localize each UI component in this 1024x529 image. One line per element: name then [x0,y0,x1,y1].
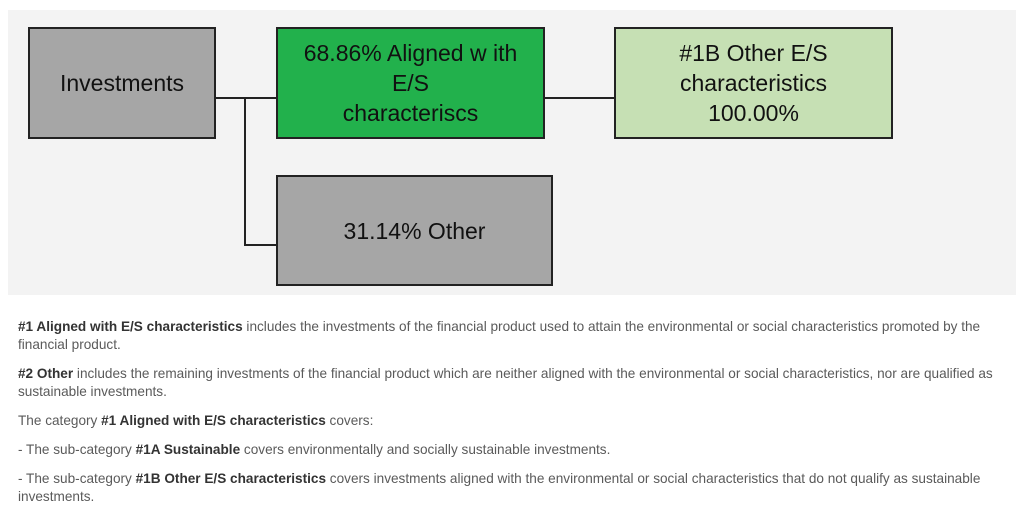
bold-text: #1B Other E/S characteristics [135,471,327,486]
connector [244,244,276,246]
node-label: characteriscs [342,100,479,126]
node-label: Investments [60,70,184,96]
bold-text: #1 Aligned with E/S characteristics [18,319,243,334]
text: includes the investments of the financia… [18,319,981,352]
node-label: E/S [391,70,430,96]
paragraph: #1 Aligned with E/S characteristics incl… [18,318,1008,354]
node-aligned: 68.86% Aligned w ith E/S characteriscs [276,27,545,139]
bold-text: #1 Aligned with E/S characteristics [101,413,326,428]
connector [545,97,614,99]
text: - The sub-category [18,442,136,457]
text: - The sub-category [18,471,136,486]
text: covers investments aligned with the envi… [18,471,981,504]
node-other-es: #1B Other E/S characteristics 100.00% [614,27,893,139]
node-investments: Investments [28,27,216,139]
paragraph: - The sub-category #1A Sustainable cover… [18,441,1008,459]
definitions: #1 Aligned with E/S characteristics incl… [18,318,1008,517]
connector [244,97,246,246]
node-label: #1B Other E/S [679,40,828,66]
bold-text: #1A Sustainable [135,442,241,457]
text: covers: [325,413,374,428]
node-label: characteristics [680,70,827,96]
paragraph: #2 Other includes the remaining investme… [18,365,1008,401]
connector [216,97,276,99]
node-other: 31.14% Other [276,175,553,286]
bold-text: #2 Other [18,366,74,381]
node-label: 31.14% Other [343,217,486,244]
node-label: 68.86% Aligned w ith [303,40,518,66]
text: The category [18,413,102,428]
paragraph: The category #1 Aligned with E/S charact… [18,412,1008,430]
paragraph: - The sub-category #1B Other E/S charact… [18,470,1008,506]
text: includes the remaining investments of th… [18,366,993,399]
text: covers environmentally and socially sust… [240,442,611,457]
node-label: 100.00% [708,100,799,126]
